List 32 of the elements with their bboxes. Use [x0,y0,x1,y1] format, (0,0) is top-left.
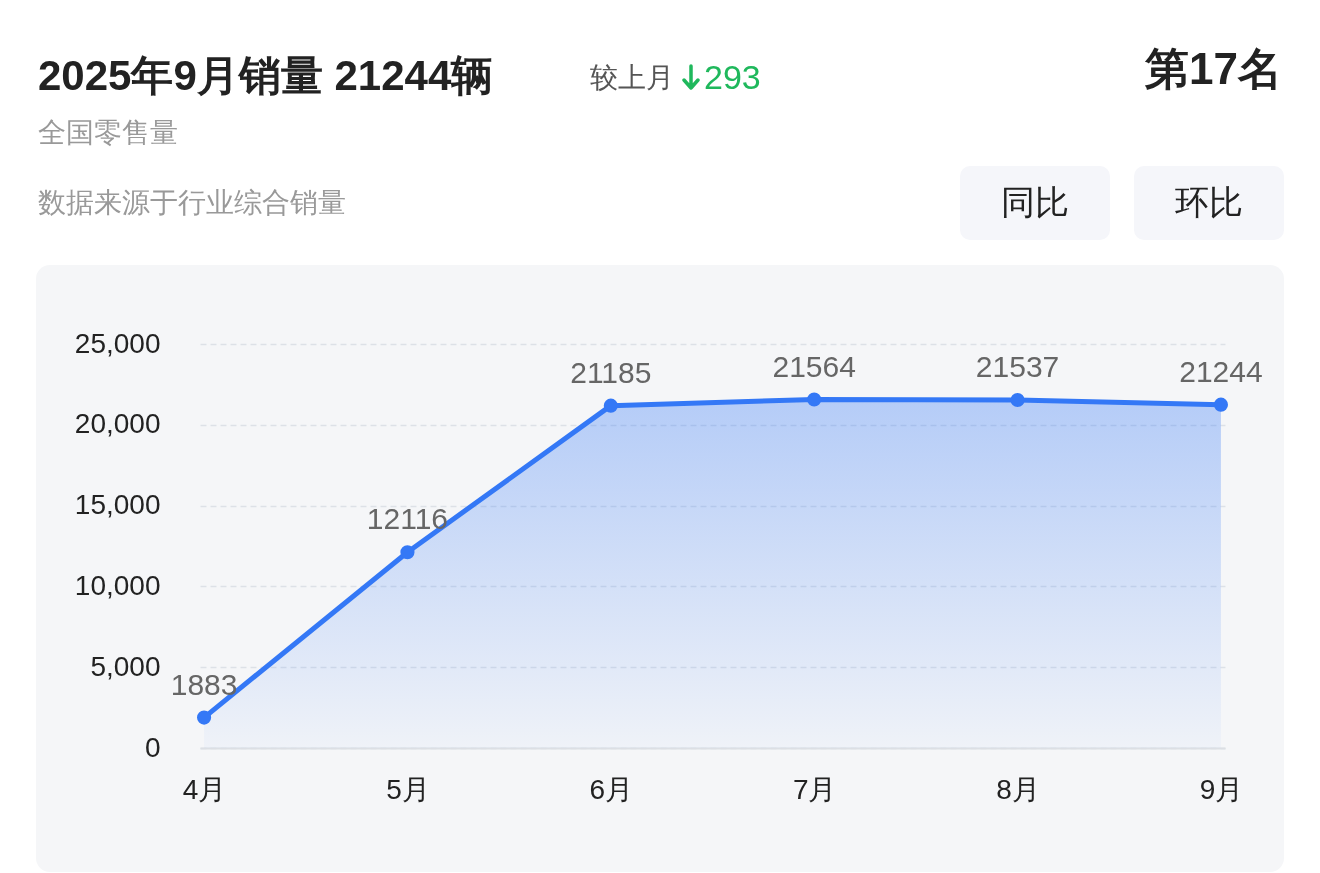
x-tick-label: 6月 [589,773,634,805]
point [1010,392,1025,408]
x-tick-label: 4月 [182,773,227,805]
x-tick-label: 9月 [1199,773,1244,805]
x-tick-label: 7月 [792,773,837,805]
y-tick-label: 20,000 [74,408,161,440]
data-label: 21537 [975,349,1060,383]
y-tick-label: 5,000 [90,650,161,682]
text: 同比 [960,166,1110,240]
data-label: 21564 [772,349,856,383]
y-tick-label: 0 [144,731,161,763]
x-tick-label: 8月 [996,773,1040,805]
text: 数据来源于行业综合销量 [38,186,346,220]
data-label: 12116 [366,502,449,536]
data-label: 21185 [570,355,652,389]
data-label: 1883 [170,667,238,701]
point [807,392,822,407]
point [603,398,618,413]
y-tick-label: 25,000 [74,327,161,359]
x-tick-label: 5月 [386,773,430,805]
chart-subtitle: 全国零售量 [38,116,178,150]
text: 较上月 [590,60,674,95]
data-label: 21244 [1179,354,1263,388]
y-tick-label: 10,000 [74,569,161,601]
chart-title: 2025年9月销量 21244辆 [38,51,494,101]
y-tick-label: 15,000 [74,489,161,521]
point [1213,397,1228,412]
text: 293 [704,58,761,97]
text: 环比 [1134,166,1284,240]
point [197,710,212,725]
point [400,545,415,560]
text: 第17名 [1145,43,1282,95]
